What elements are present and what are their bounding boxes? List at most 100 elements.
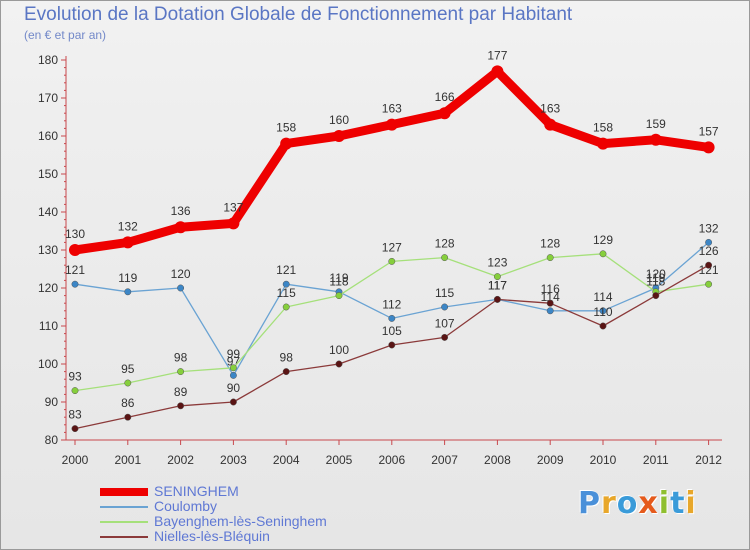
- x-tick-label: 2003: [220, 453, 247, 467]
- data-point: [229, 398, 237, 406]
- logo-letter: P: [578, 486, 601, 521]
- x-tick-label: 2004: [273, 453, 300, 467]
- data-label: 86: [121, 396, 135, 410]
- data-label: 99: [227, 347, 241, 361]
- data-point: [282, 280, 290, 288]
- data-point: [441, 303, 449, 311]
- data-point: [652, 292, 660, 300]
- data-label: 118: [646, 275, 665, 289]
- y-tick-label: 170: [38, 91, 58, 105]
- data-label: 132: [699, 221, 719, 235]
- data-label: 120: [646, 267, 666, 281]
- data-point: [705, 238, 713, 246]
- legend-label-coulomby: Coulomby: [154, 498, 218, 514]
- data-label: 129: [593, 233, 613, 247]
- legend-swatch-bayenghem: [100, 521, 148, 523]
- y-tick-label: 150: [38, 167, 58, 181]
- data-label: 95: [121, 362, 135, 376]
- data-label: 115: [277, 286, 296, 300]
- legend-label-nielles: Nielles-lès-Bléquin: [154, 528, 270, 544]
- data-label: 89: [174, 385, 188, 399]
- x-tick-label: 2010: [590, 453, 617, 467]
- data-label: 119: [118, 271, 137, 285]
- y-tick-label: 160: [38, 129, 58, 143]
- series-line: [70, 66, 714, 255]
- logo-letter: x: [638, 486, 659, 521]
- logo-letter: o: [616, 486, 639, 521]
- data-label: 98: [280, 351, 294, 365]
- legend-label-bayenghem: Bayenghem-lès-Seninghem: [154, 513, 327, 529]
- x-tick-label: 2012: [695, 453, 722, 467]
- data-point: [229, 371, 237, 379]
- data-point: [282, 303, 290, 311]
- x-tick-label: 2006: [378, 453, 405, 467]
- data-point: [333, 130, 345, 142]
- y-tick-label: 80: [45, 433, 59, 447]
- x-tick-label: 2007: [431, 453, 458, 467]
- data-point: [441, 254, 449, 262]
- data-label: 121: [65, 263, 85, 277]
- data-label: 127: [382, 240, 402, 254]
- data-point: [388, 257, 396, 265]
- data-label: 115: [435, 286, 454, 300]
- y-tick-label: 90: [45, 395, 59, 409]
- data-point: [177, 284, 185, 292]
- data-point: [599, 322, 607, 330]
- data-point: [385, 118, 398, 131]
- data-point: [441, 333, 449, 341]
- y-tick-label: 140: [38, 205, 58, 219]
- data-point: [177, 368, 185, 376]
- logo-letter: i: [685, 486, 697, 521]
- data-label: 136: [171, 204, 191, 218]
- data-point: [546, 254, 554, 262]
- data-point: [388, 341, 396, 349]
- data-label: 158: [593, 121, 613, 135]
- data-point: [491, 65, 504, 78]
- data-point: [546, 299, 554, 307]
- legend-swatch-seninghem: [100, 488, 148, 496]
- data-point: [705, 280, 713, 288]
- data-label: 114: [593, 290, 612, 304]
- data-label: 119: [646, 271, 665, 285]
- data-label: 128: [540, 237, 560, 251]
- data-label: 114: [541, 290, 560, 304]
- legend-item-seninghem[interactable]: SENINGHEM: [100, 484, 460, 499]
- data-label: 90: [227, 381, 241, 395]
- data-point: [121, 236, 134, 249]
- legend-item-coulomby[interactable]: Coulomby: [100, 499, 460, 514]
- x-tick-label: 2009: [537, 453, 564, 467]
- data-point: [280, 137, 293, 150]
- x-tick-label: 2001: [114, 453, 141, 467]
- data-point: [124, 413, 132, 421]
- x-tick-label: 2005: [326, 453, 353, 467]
- data-point: [229, 364, 237, 372]
- x-tick-label: 2000: [62, 453, 89, 467]
- data-point: [493, 273, 501, 281]
- logo-letter: t: [670, 486, 686, 521]
- data-label: 163: [540, 102, 560, 116]
- data-point: [705, 261, 713, 269]
- data-label: 119: [329, 271, 348, 285]
- data-point: [282, 368, 290, 376]
- data-label: 177: [487, 48, 507, 62]
- legend-item-nielles[interactable]: Nielles-lès-Bléquin: [100, 529, 460, 544]
- data-label: 118: [329, 275, 348, 289]
- data-point: [597, 137, 609, 150]
- data-label: 137: [223, 200, 243, 214]
- logo-letter: r: [601, 486, 617, 521]
- y-tick-label: 110: [39, 319, 58, 333]
- data-point: [335, 360, 343, 368]
- data-point: [544, 118, 557, 131]
- x-tick-label: 2008: [484, 453, 511, 467]
- data-label: 120: [171, 267, 191, 281]
- legend-item-bayenghem[interactable]: Bayenghem-lès-Seninghem: [100, 514, 460, 529]
- data-label: 107: [435, 316, 455, 330]
- data-label: 117: [488, 278, 507, 292]
- legend-swatch-nielles: [100, 536, 148, 538]
- data-label: 166: [435, 90, 455, 104]
- data-point: [438, 107, 451, 120]
- data-label: 157: [699, 124, 719, 138]
- y-tick-label: 120: [38, 281, 58, 295]
